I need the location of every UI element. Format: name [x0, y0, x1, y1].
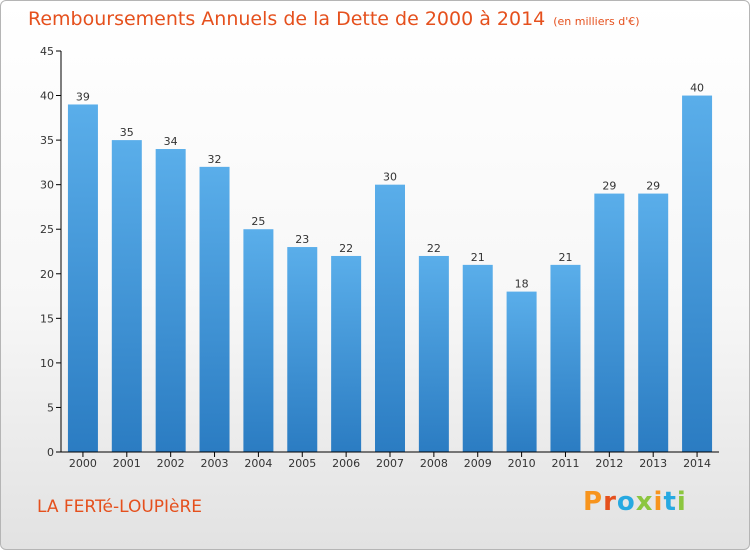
x-tick-label-2013: 2013: [639, 457, 667, 470]
bar-2011: [550, 264, 581, 452]
bar-2014: [682, 95, 713, 453]
x-tick-label-2006: 2006: [332, 457, 360, 470]
place-name: LA FERTé-LOUPIèRE: [37, 497, 203, 517]
bar-2006: [331, 255, 362, 452]
data-label-2014: 40: [690, 82, 704, 95]
x-tick-label-2003: 2003: [201, 457, 229, 470]
data-label-2011: 21: [558, 251, 572, 264]
bar-2013: [638, 193, 669, 453]
bar-2010: [506, 291, 537, 452]
y-tick-label: 15: [40, 312, 54, 325]
data-label-2006: 22: [339, 242, 353, 255]
logo-letter: x: [635, 487, 654, 517]
data-label-2008: 22: [427, 242, 441, 255]
y-tick-label: 25: [40, 223, 54, 236]
data-label-2007: 30: [383, 171, 397, 184]
x-tick-label-2004: 2004: [244, 457, 272, 470]
data-label-2002: 34: [164, 135, 178, 148]
x-tick-label-2000: 2000: [69, 457, 97, 470]
data-label-2009: 21: [471, 251, 485, 264]
chart-title: Remboursements Annuels de la Dette de 20…: [28, 8, 546, 30]
data-label-2005: 23: [295, 233, 309, 246]
y-tick-label: 30: [40, 179, 54, 192]
proxiti-logo: Proxiti: [583, 487, 687, 517]
bar-2009: [462, 264, 493, 452]
bar-2003: [199, 166, 230, 452]
y-tick-label: 35: [40, 134, 54, 147]
data-label-2003: 32: [208, 153, 222, 166]
bar-2000: [67, 104, 98, 452]
bar-2012: [594, 193, 625, 453]
y-tick-label: 45: [40, 45, 54, 58]
y-tick-label: 0: [47, 446, 54, 459]
data-label-2010: 18: [515, 278, 529, 291]
bar-2007: [375, 184, 405, 452]
logo-letter: i: [676, 487, 687, 517]
x-tick-label-2012: 2012: [595, 457, 623, 470]
bar-2005: [287, 247, 318, 452]
data-label-2013: 29: [646, 180, 660, 193]
bar-2008: [418, 255, 449, 452]
y-tick-label: 20: [40, 268, 54, 281]
data-label-2000: 39: [76, 90, 90, 103]
logo-letter: i: [653, 487, 664, 517]
x-tick-label-2014: 2014: [683, 457, 711, 470]
chart-title-line: Remboursements Annuels de la Dette de 20…: [28, 8, 640, 30]
y-tick-label: 40: [40, 90, 54, 103]
x-tick-label-2008: 2008: [420, 457, 448, 470]
x-tick-label-2010: 2010: [508, 457, 536, 470]
data-label-2001: 35: [120, 126, 134, 139]
logo-letter: o: [616, 487, 636, 517]
logo-letter: r: [603, 487, 617, 517]
x-tick-label-2005: 2005: [288, 457, 316, 470]
logo-letter: P: [583, 487, 604, 517]
x-tick-label-2002: 2002: [157, 457, 185, 470]
bar-2002: [155, 149, 186, 452]
bar-2004: [243, 229, 274, 452]
data-label-2012: 29: [602, 180, 616, 193]
x-tick-label-2001: 2001: [113, 457, 141, 470]
chart-subtitle: (en milliers d'€): [553, 15, 640, 28]
y-tick-label: 5: [47, 401, 54, 414]
x-tick-label-2009: 2009: [464, 457, 492, 470]
x-tick-label-2011: 2011: [551, 457, 579, 470]
bar-2001: [111, 140, 142, 452]
data-label-2004: 25: [251, 215, 265, 228]
y-tick-label: 10: [40, 357, 54, 370]
logo-letter: t: [663, 487, 677, 517]
x-tick-label-2007: 2007: [376, 457, 404, 470]
